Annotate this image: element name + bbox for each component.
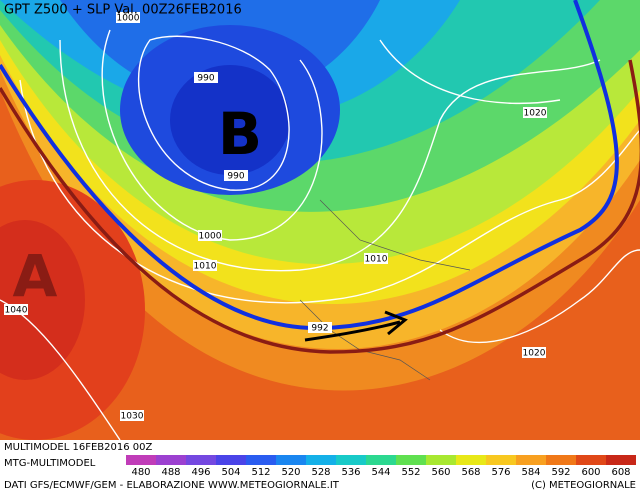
label-bg bbox=[523, 107, 547, 118]
isobar-label: 1020 bbox=[523, 349, 546, 359]
isobar-label: 1000 bbox=[199, 232, 222, 242]
scale-label: 504 bbox=[221, 467, 240, 478]
scale-label: 608 bbox=[611, 467, 630, 478]
scale-label: 528 bbox=[311, 467, 330, 478]
scale-swatch bbox=[216, 455, 246, 465]
scale-swatch bbox=[276, 455, 306, 465]
map-title: GPT Z500 + SLP Val. 00Z26FEB2016 bbox=[4, 3, 242, 18]
scale-label: 544 bbox=[371, 467, 390, 478]
scale-swatch bbox=[456, 455, 486, 465]
label-bg bbox=[308, 322, 332, 333]
scale-swatch bbox=[486, 455, 516, 465]
scale-swatch bbox=[156, 455, 186, 465]
scale-label: 552 bbox=[401, 467, 420, 478]
label-bg bbox=[116, 12, 140, 23]
label-bg bbox=[224, 170, 248, 181]
scale-label: 600 bbox=[581, 467, 600, 478]
label-bg bbox=[364, 253, 388, 264]
isobar-labels: 1000 990 990 1020 1000 1010 1010 1040 992 1020 103… bbox=[4, 12, 547, 422]
scale-label: 560 bbox=[431, 467, 450, 478]
label-bg bbox=[198, 230, 222, 241]
scale-label: 568 bbox=[461, 467, 480, 478]
scale-label: 584 bbox=[521, 467, 540, 478]
credits: DATI GFS/ECMWF/GEM - ELABORAZIONE WWW.ME… bbox=[4, 480, 340, 491]
isobar-label: 1040 bbox=[5, 306, 28, 316]
isobar-label: 1000 bbox=[117, 14, 140, 24]
color-scale: 480 488 496 504 512 520 528 536 544 552 560 568 576 5… bbox=[126, 455, 636, 478]
scale-swatch bbox=[336, 455, 366, 465]
scale-label: 512 bbox=[251, 467, 270, 478]
scale-swatch bbox=[186, 455, 216, 465]
label-bg bbox=[120, 410, 144, 421]
copyright: (C) METEOGIORNALE bbox=[531, 480, 636, 491]
scale-label: 480 bbox=[131, 467, 150, 478]
scale-swatch bbox=[606, 455, 636, 465]
high-center: A bbox=[13, 242, 58, 310]
isobar-label: 1030 bbox=[121, 412, 144, 422]
scale-swatch bbox=[396, 455, 426, 465]
low-center: B bbox=[218, 100, 262, 168]
map bbox=[0, 0, 640, 440]
label-bg bbox=[522, 347, 546, 358]
label-bg bbox=[4, 304, 28, 315]
scale-label: 520 bbox=[281, 467, 300, 478]
scale-swatch bbox=[366, 455, 396, 465]
isobar-label: 1010 bbox=[365, 255, 388, 265]
label-bg bbox=[194, 72, 218, 83]
scale-swatch bbox=[516, 455, 546, 465]
isobar-label: 992 bbox=[311, 324, 328, 334]
isobar-label: 1020 bbox=[524, 109, 547, 119]
model-label: MTG-MULTIMODEL bbox=[4, 458, 96, 469]
scale-label: 536 bbox=[341, 467, 360, 478]
label-bg bbox=[193, 260, 217, 271]
scale-swatch bbox=[546, 455, 576, 465]
scale-swatch bbox=[126, 455, 156, 465]
scale-swatch bbox=[306, 455, 336, 465]
scale-swatch bbox=[246, 455, 276, 465]
isobar-label: 990 bbox=[197, 74, 214, 84]
run-label: MULTIMODEL 16FEB2016 00Z bbox=[4, 442, 152, 453]
footer-panel bbox=[0, 440, 640, 493]
scale-label: 488 bbox=[161, 467, 180, 478]
scale-label: 496 bbox=[191, 467, 210, 478]
scale-label: 592 bbox=[551, 467, 570, 478]
scale-swatch bbox=[576, 455, 606, 465]
isobar-label: 1010 bbox=[194, 262, 217, 272]
scale-swatch bbox=[426, 455, 456, 465]
isobar-label: 990 bbox=[227, 172, 244, 182]
scale-label: 576 bbox=[491, 467, 510, 478]
